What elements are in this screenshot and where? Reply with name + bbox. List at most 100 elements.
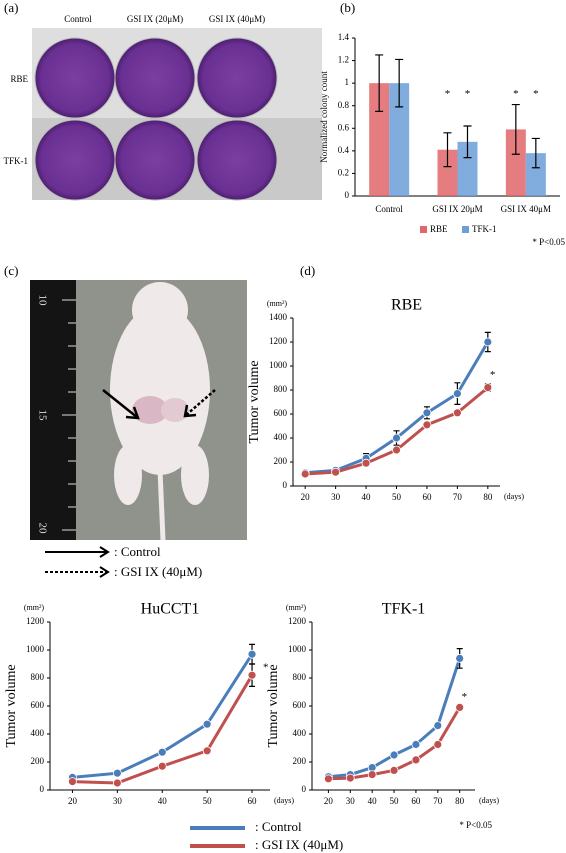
marker xyxy=(483,383,493,393)
marker xyxy=(411,755,421,765)
panel-label: (d) xyxy=(300,263,315,278)
marker xyxy=(367,770,377,779)
x-tick-label: 60 xyxy=(411,796,421,806)
y-tick-label: 400 xyxy=(293,728,307,738)
y-tick-label: 0.2 xyxy=(338,167,349,177)
error-bar xyxy=(443,132,452,168)
y-tick-label: 1.2 xyxy=(338,55,349,65)
error-bar xyxy=(375,54,384,112)
chart-title: TFK-1 xyxy=(382,601,426,618)
marker xyxy=(157,761,167,771)
legend-label: : Control xyxy=(114,544,161,559)
legend-label: : GSI IX (40μM) xyxy=(114,564,202,579)
error-bar xyxy=(395,58,404,108)
y-tick-label: 0.4 xyxy=(338,145,350,155)
y-tick-label: 1200 xyxy=(288,616,307,626)
marker xyxy=(389,766,399,775)
marker xyxy=(433,721,443,730)
x-tick-label: 50 xyxy=(390,796,400,806)
marker xyxy=(455,654,465,663)
marker xyxy=(247,670,257,680)
y-tick-label: 400 xyxy=(274,432,288,442)
error-bar xyxy=(531,137,540,169)
y-unit: (mm²) xyxy=(286,603,307,612)
note: * P<0.05 xyxy=(532,237,565,247)
error-bar xyxy=(511,103,520,155)
arrow xyxy=(183,389,216,418)
x-tick-label: GSI IX 40μM xyxy=(501,204,551,214)
annotation: * xyxy=(263,662,269,674)
x-tick-label: Control xyxy=(375,204,403,214)
legend-label: : GSI IX (40μM) xyxy=(255,837,343,852)
annotation: * xyxy=(533,88,539,100)
x-unit: (days) xyxy=(504,492,524,501)
column-label: Control xyxy=(64,14,92,24)
panel-label: (c) xyxy=(4,263,18,278)
marker xyxy=(422,420,432,430)
panel-label: (a) xyxy=(4,0,18,15)
column-label: GSI IX (40μM) xyxy=(209,14,265,24)
legend-label: RBE xyxy=(430,224,448,234)
bar xyxy=(505,129,526,196)
x-tick-label: 60 xyxy=(248,796,258,806)
marker xyxy=(331,467,341,477)
y-tick-label: 1000 xyxy=(269,360,288,370)
x-tick-label: 80 xyxy=(455,796,465,806)
y-tick-label: 0 xyxy=(345,190,350,200)
x-tick-label: 50 xyxy=(392,492,402,502)
y-tick-label: 1.4 xyxy=(338,32,350,42)
error-bar xyxy=(463,125,472,159)
y-tick-label: 0 xyxy=(40,784,45,794)
marker xyxy=(345,773,355,783)
x-tick-label: 20 xyxy=(68,796,78,806)
x-tick-label: 60 xyxy=(422,492,432,502)
marker xyxy=(300,469,310,479)
annotation: * xyxy=(445,88,451,100)
legend-label: : Control xyxy=(255,819,302,834)
x-tick-label: 30 xyxy=(331,492,341,502)
marker xyxy=(392,445,401,455)
chart-title: RBE xyxy=(391,297,422,314)
y-tick-label: 800 xyxy=(293,672,307,682)
marker xyxy=(247,649,257,659)
marker xyxy=(433,740,443,749)
mouse xyxy=(110,282,210,541)
y-axis-label: Tumor volume xyxy=(266,664,281,747)
y-unit: (mm²) xyxy=(24,603,45,612)
panel-label: (b) xyxy=(340,0,355,15)
annotation: * xyxy=(513,88,519,100)
marker xyxy=(68,777,77,786)
bar xyxy=(457,141,478,196)
ruler-label: 10 xyxy=(36,295,48,307)
row-label: TFK-1 xyxy=(4,156,29,166)
wells xyxy=(34,37,278,201)
y-tick-label: 0.8 xyxy=(338,100,350,110)
marker xyxy=(324,774,333,784)
y-tick-label: 200 xyxy=(274,456,288,466)
annotation: * xyxy=(462,691,468,703)
y-tick-label: 1 xyxy=(345,77,350,87)
ruler-ticks xyxy=(62,299,76,531)
marker xyxy=(483,337,493,347)
bar xyxy=(389,83,410,196)
marker xyxy=(157,747,167,757)
marker xyxy=(452,408,462,418)
x-unit: (days) xyxy=(274,796,294,805)
x-tick-label: 20 xyxy=(324,796,334,806)
y-tick-label: 1200 xyxy=(26,616,45,626)
arrow xyxy=(102,389,140,420)
x-tick-label: 40 xyxy=(158,796,168,806)
x-tick-label: 50 xyxy=(203,796,213,806)
chart-title: HuCCT1 xyxy=(141,601,200,618)
line xyxy=(72,653,254,779)
legend-swatch xyxy=(462,226,469,233)
ruler-label: 20 xyxy=(36,523,48,535)
legend-label: TFK-1 xyxy=(472,224,497,234)
y-axis-label: Tumor volume xyxy=(247,360,262,443)
x-tick-label: 30 xyxy=(346,796,356,806)
y-tick-label: 200 xyxy=(293,756,307,766)
marker xyxy=(202,746,212,756)
y-tick-label: 200 xyxy=(31,756,45,766)
x-tick-label: 70 xyxy=(433,796,443,806)
marker xyxy=(112,778,122,788)
